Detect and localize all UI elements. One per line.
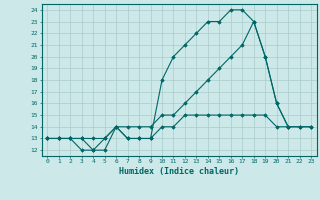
X-axis label: Humidex (Indice chaleur): Humidex (Indice chaleur) [119, 167, 239, 176]
